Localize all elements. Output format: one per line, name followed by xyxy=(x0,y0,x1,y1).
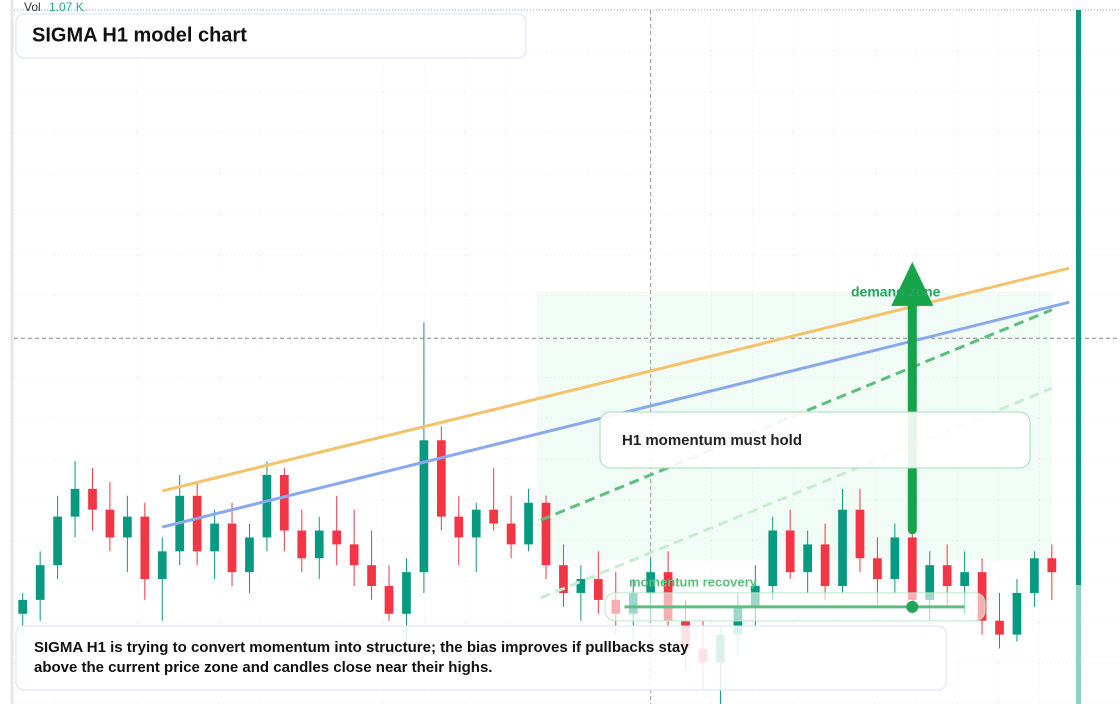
candle-body xyxy=(1012,592,1022,635)
candle-body xyxy=(192,495,202,552)
zone-label: demand zone xyxy=(851,284,941,300)
candle-body xyxy=(367,565,376,587)
candle-body xyxy=(140,516,150,580)
candle-body xyxy=(471,509,481,538)
candle-body xyxy=(785,530,795,573)
candle-body xyxy=(314,530,324,559)
candle-body xyxy=(123,516,132,538)
candle-body xyxy=(873,558,882,580)
candle-body xyxy=(593,579,603,600)
candle-body xyxy=(541,502,551,566)
candle-body xyxy=(960,572,969,587)
price-bar xyxy=(1076,10,1081,585)
candle-body xyxy=(53,516,62,566)
candle-body xyxy=(88,488,97,510)
candle-body xyxy=(506,523,516,545)
trend-line xyxy=(540,386,1053,600)
arrow-head xyxy=(891,261,934,306)
candle-body xyxy=(576,579,586,593)
candle-body xyxy=(489,509,499,524)
candle-body xyxy=(454,516,464,538)
candle-body xyxy=(227,523,237,573)
volume-value: 1.07 K xyxy=(49,0,84,14)
candle-body xyxy=(245,537,254,573)
candle-body xyxy=(646,572,656,593)
volume-label: Vol xyxy=(24,0,41,14)
candle-body xyxy=(1030,558,1039,593)
candle-body xyxy=(942,565,952,587)
momentum-label: momentum recovery xyxy=(629,574,758,589)
candle-body xyxy=(419,440,429,573)
candle-body xyxy=(436,440,446,517)
candle-body xyxy=(890,537,900,580)
candle-body xyxy=(402,572,411,614)
candle-body xyxy=(559,565,568,593)
candle-body xyxy=(105,509,115,538)
candle-body xyxy=(262,474,272,538)
candle-body xyxy=(768,530,778,587)
candle-body xyxy=(803,544,812,573)
title-box xyxy=(15,13,527,59)
candle-body xyxy=(157,551,167,580)
candle-body xyxy=(820,544,830,587)
note-box xyxy=(15,625,947,691)
candle-body xyxy=(280,474,289,531)
callout-label: H1 momentum must hold xyxy=(622,432,802,449)
candle-body xyxy=(70,488,80,517)
note-text: SIGMA H1 is trying to convert momentum i… xyxy=(34,639,689,676)
price-bar-lower xyxy=(1076,585,1081,704)
momentum-dot xyxy=(906,600,919,613)
candle-body xyxy=(210,523,219,552)
candle-body xyxy=(297,530,307,559)
candle-body xyxy=(855,509,865,559)
candle-body xyxy=(35,565,45,600)
candle-body xyxy=(1047,558,1057,573)
candle-body xyxy=(907,537,917,600)
candle-body xyxy=(332,530,342,545)
candle-body xyxy=(384,586,394,614)
chart-title: SIGMA H1 model chart xyxy=(32,24,247,46)
callout-box xyxy=(599,411,1031,469)
candle-body xyxy=(838,509,847,587)
candle-body xyxy=(925,565,935,600)
candle-body xyxy=(349,544,359,566)
candle-body xyxy=(995,620,1004,635)
candle-body xyxy=(18,599,28,614)
candle-body xyxy=(524,502,533,545)
